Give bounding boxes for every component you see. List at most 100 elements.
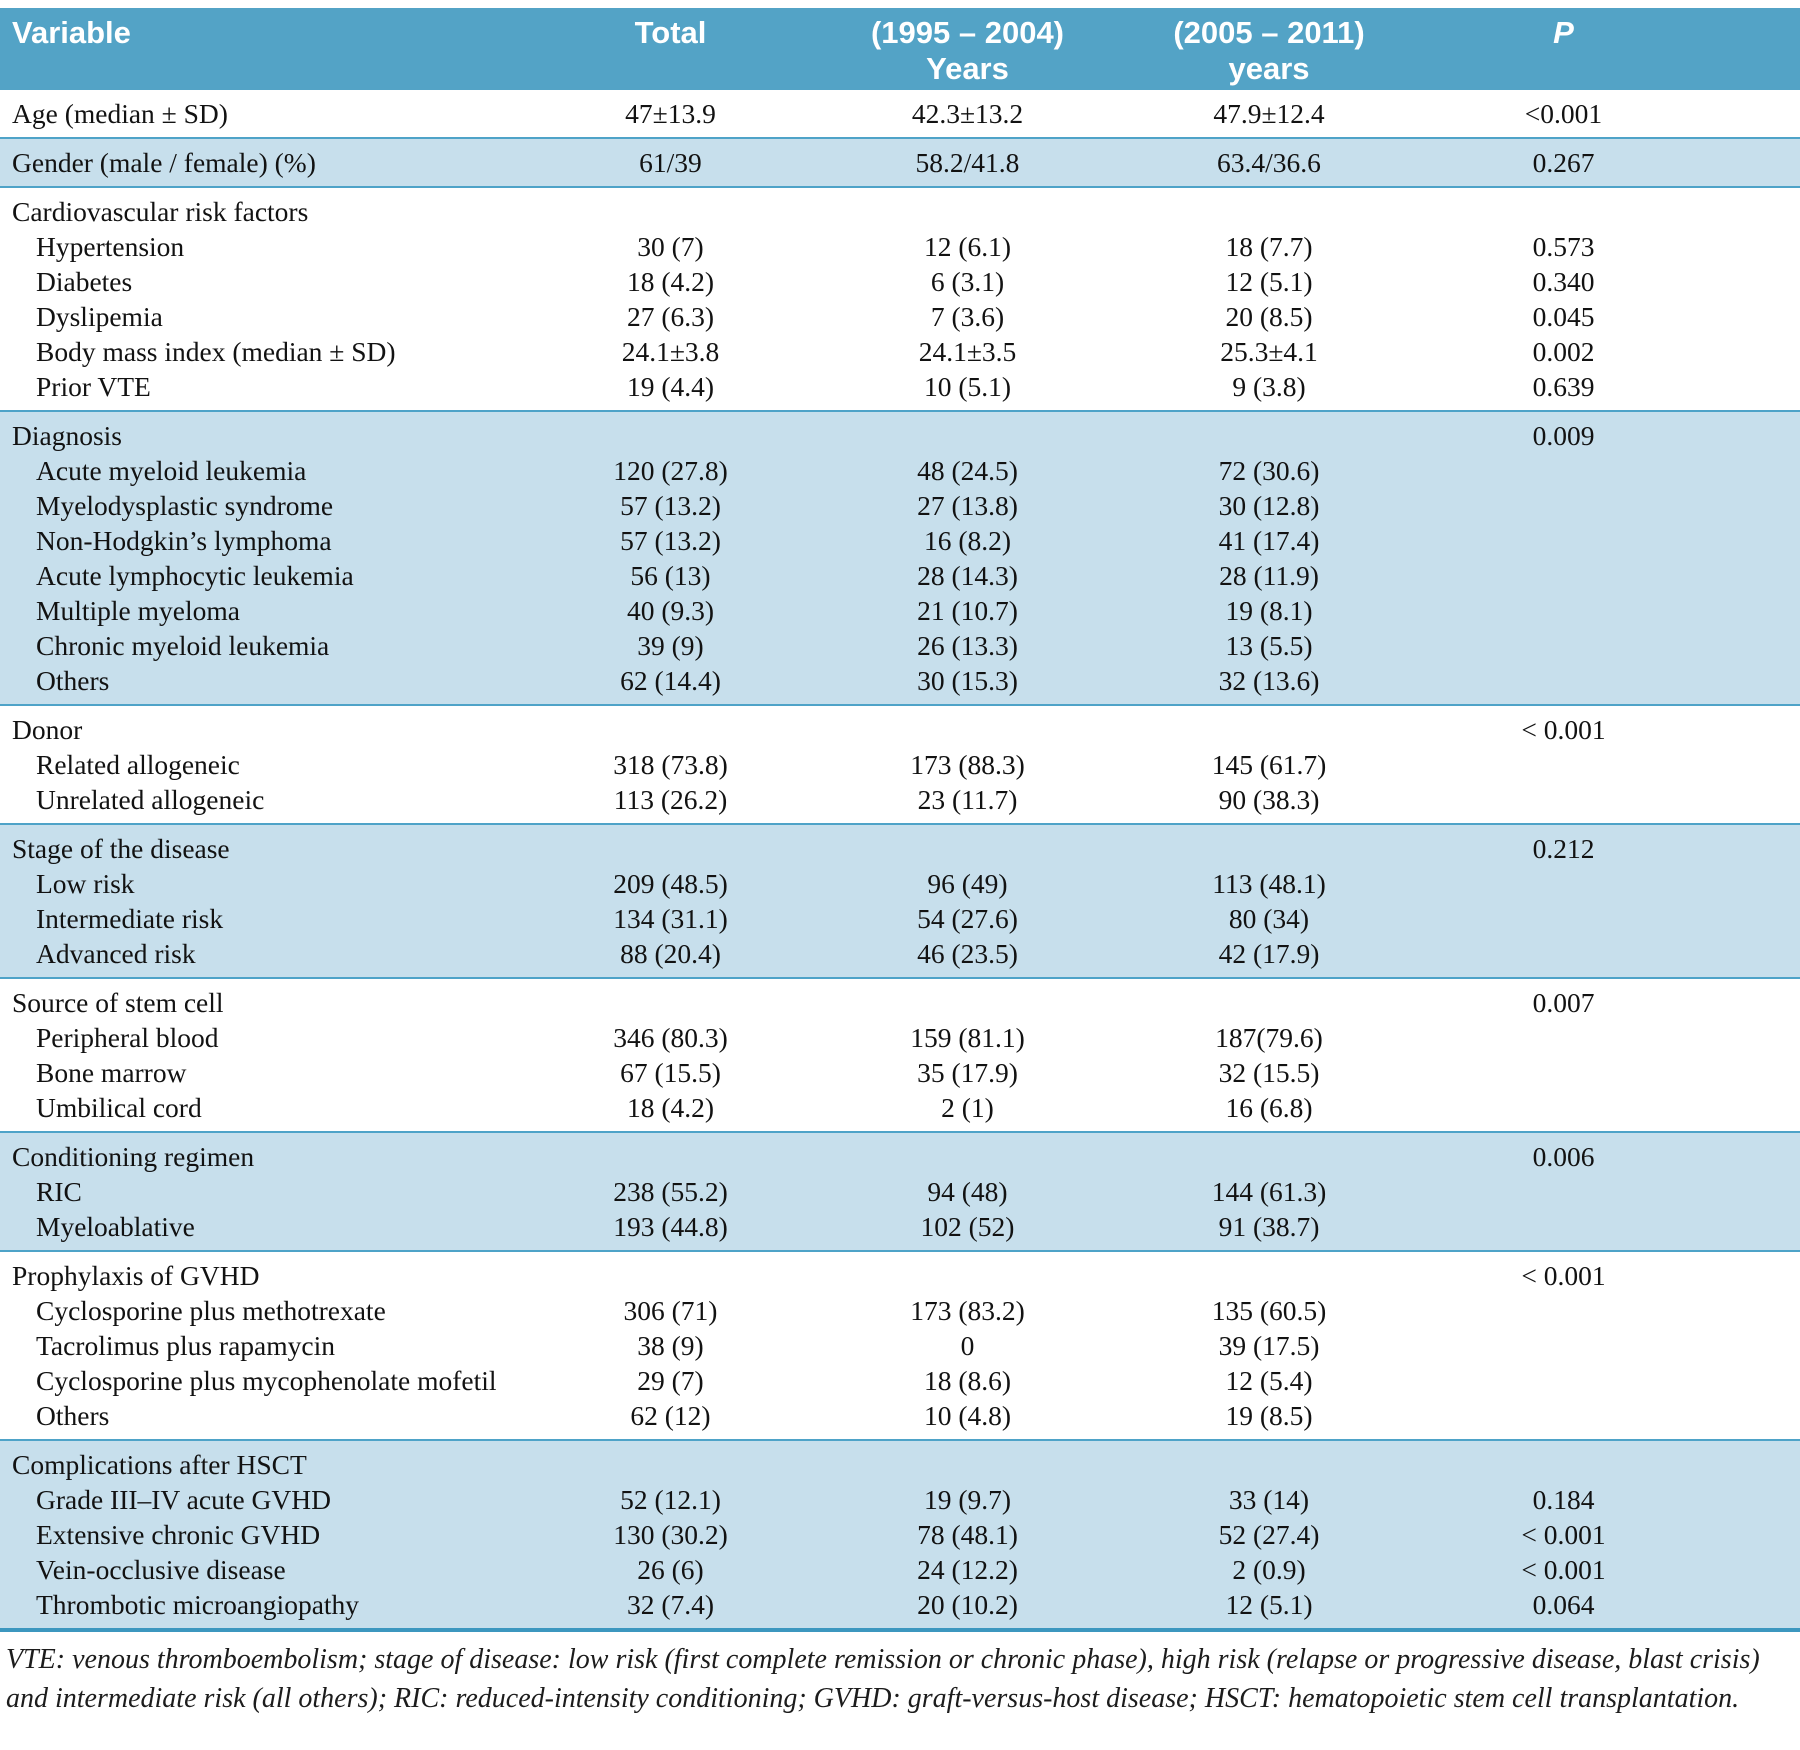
table-row: Diagnosis 0.009	[0, 418, 1800, 453]
total-value: 40 (9.3)	[626, 595, 715, 626]
table-section: Age (median ± SD) 47±13.9 42.3±13.2 47.9±12…	[0, 90, 1800, 139]
period1-value	[819, 194, 1116, 229]
period1-value: 96 (49)	[927, 868, 1008, 899]
row-label: Unrelated allogeneic	[36, 784, 265, 815]
table-body: Age (median ± SD) 47±13.9 42.3±13.2 47.9±12…	[0, 90, 1800, 1632]
period2-value: 187(79.6)	[1215, 1022, 1323, 1053]
column-header-period2-range: (2005 – 2011)	[1173, 15, 1365, 50]
table-row: Peripheral blood 346 (80.3) 159 (81.1) 187(…	[0, 1020, 1800, 1055]
period2-value	[1116, 831, 1422, 866]
period1-value: 16 (8.2)	[923, 525, 1012, 556]
period1-value: 42.3±13.2	[911, 98, 1024, 129]
total-value: 67 (15.5)	[620, 1057, 721, 1088]
period1-value: 94 (48)	[927, 1176, 1008, 1207]
p-value: 0.007	[1532, 987, 1595, 1018]
row-label: Conditioning regimen	[12, 1141, 255, 1172]
total-value: 32 (7.4)	[626, 1589, 715, 1620]
total-value: 209 (48.5)	[613, 868, 728, 899]
table-row: Myelodysplastic syndrome 57 (13.2) 27 (13.…	[0, 488, 1800, 523]
total-value: 57 (13.2)	[620, 490, 721, 521]
p-value	[1422, 936, 1800, 971]
period1-value: 173 (83.2)	[910, 1295, 1025, 1326]
p-value: 0.573	[1532, 231, 1595, 262]
period1-value	[819, 1447, 1116, 1482]
p-value	[1422, 663, 1800, 698]
total-value	[522, 418, 819, 453]
period1-value: 54 (27.6)	[917, 903, 1018, 934]
column-header-p-value: P	[1553, 15, 1574, 50]
period2-value: 18 (7.7)	[1225, 231, 1313, 262]
period2-value: 91 (38.7)	[1218, 1211, 1320, 1242]
period2-value: 113 (48.1)	[1212, 868, 1326, 899]
total-value: 30 (7)	[637, 231, 704, 262]
period1-value: 24.1±3.5	[918, 336, 1017, 367]
p-value: <0.001	[1524, 98, 1603, 129]
period2-value: 135 (60.5)	[1211, 1295, 1327, 1326]
row-label: Bone marrow	[36, 1057, 187, 1088]
row-label: Gender (male / female) (%)	[12, 147, 316, 178]
p-value	[1422, 1020, 1800, 1055]
table-row: Dyslipemia 27 (6.3) 7 (3.6) 20 (8.5) 0.045	[0, 299, 1800, 334]
p-value: 0.212	[1532, 833, 1595, 864]
row-label: Source of stem cell	[12, 987, 224, 1018]
period2-value	[1116, 712, 1422, 747]
period1-value: 28 (14.3)	[917, 560, 1018, 591]
period1-value: 19 (9.7)	[923, 1484, 1012, 1515]
table-row: Conditioning regimen 0.006	[0, 1139, 1800, 1174]
period2-value: 144 (61.3)	[1211, 1176, 1327, 1207]
period2-value: 12 (5.4)	[1225, 1365, 1313, 1396]
total-value: 26 (6)	[637, 1554, 704, 1585]
period1-value: 0	[960, 1330, 975, 1361]
period2-value	[1116, 1447, 1422, 1482]
table-row: Age (median ± SD) 47±13.9 42.3±13.2 47.9±12…	[0, 96, 1800, 131]
row-label: Diabetes	[36, 266, 133, 297]
table-row: Unrelated allogeneic 113 (26.2) 23 (11.7) 9…	[0, 782, 1800, 817]
p-value	[1422, 1398, 1800, 1433]
period1-value: 102 (52)	[920, 1211, 1015, 1242]
period1-value	[819, 1258, 1116, 1293]
row-label: Others	[36, 1400, 110, 1431]
total-value: 130 (30.2)	[613, 1519, 728, 1550]
p-value	[1422, 1328, 1800, 1363]
total-value: 19 (4.4)	[626, 371, 715, 402]
table-row: Cardiovascular risk factors	[0, 194, 1800, 229]
period2-value: 52 (27.4)	[1218, 1519, 1320, 1550]
period2-value	[1116, 194, 1422, 229]
row-label: Dyslipemia	[36, 301, 163, 332]
total-value	[522, 1139, 819, 1174]
table-row: Acute myeloid leukemia 120 (27.8) 48 (24.5…	[0, 453, 1800, 488]
table-row: Others 62 (14.4) 30 (15.3) 32 (13.6)	[0, 663, 1800, 698]
p-value: 0.064	[1532, 1589, 1595, 1620]
p-value	[1422, 558, 1800, 593]
column-header-period1-range: (1995 – 2004)	[870, 15, 1065, 50]
table-row: Complications after HSCT	[0, 1447, 1800, 1482]
p-value	[1422, 523, 1800, 558]
period1-value: 26 (13.3)	[917, 630, 1018, 661]
period1-value: 24 (12.2)	[917, 1554, 1018, 1585]
period2-value: 28 (11.9)	[1219, 560, 1319, 591]
total-value: 61/39	[639, 147, 702, 178]
period2-value: 42 (17.9)	[1218, 938, 1320, 969]
total-value: 18 (4.2)	[626, 266, 715, 297]
row-label: Stage of the disease	[12, 833, 230, 864]
period2-value: 47.9±12.4	[1213, 98, 1325, 129]
period1-value: 48 (24.5)	[917, 455, 1018, 486]
row-label: Prophylaxis of GVHD	[12, 1260, 260, 1291]
row-label: Myelodysplastic syndrome	[36, 490, 334, 521]
period1-value	[819, 712, 1116, 747]
row-label: Multiple myeloma	[36, 595, 240, 626]
period2-value: 30 (12.8)	[1218, 490, 1320, 521]
p-value	[1422, 1209, 1800, 1244]
p-value: < 0.001	[1521, 714, 1606, 745]
table-row: Grade III–IV acute GVHD 52 (12.1) 19 (9.7)…	[0, 1482, 1800, 1517]
period2-value	[1116, 418, 1422, 453]
row-label: Related allogeneic	[36, 749, 240, 780]
period1-value: 159 (81.1)	[910, 1022, 1025, 1053]
table-section: Complications after HSCT Grade III–IV acu…	[0, 1441, 1800, 1632]
period1-value: 78 (48.1)	[917, 1519, 1018, 1550]
row-label: Low risk	[36, 868, 135, 899]
period2-value: 145 (61.7)	[1211, 749, 1327, 780]
row-label: Advanced risk	[36, 938, 196, 969]
p-value: 0.184	[1532, 1484, 1595, 1515]
period2-value: 16 (6.8)	[1225, 1092, 1313, 1123]
